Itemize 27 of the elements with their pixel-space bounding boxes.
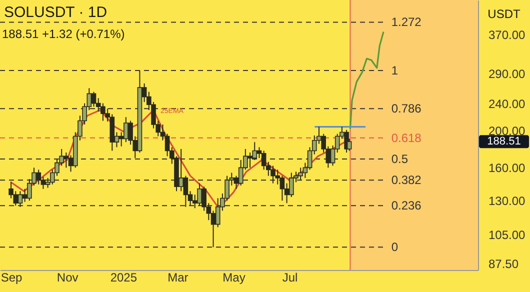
annotation: 1 xyxy=(391,64,398,78)
x-tick-label: 2025 xyxy=(110,270,138,284)
annotation: 1.272 xyxy=(391,15,422,30)
y-tick-label: 240.00 xyxy=(488,96,526,111)
annotation: 0 xyxy=(391,240,398,254)
y-axis-title: USDT xyxy=(488,7,521,21)
x-tick-label: Jul xyxy=(282,270,298,284)
y-tick-label: 160.00 xyxy=(488,161,526,176)
x-tick-label: May xyxy=(222,270,246,284)
y-tick-label: 370.00 xyxy=(488,28,526,42)
y-tick-label: 130.00 xyxy=(488,194,526,208)
x-tick-label: Sep xyxy=(0,270,23,284)
annotation: 0.236 xyxy=(391,198,422,213)
y-tick-label: 105.00 xyxy=(488,228,526,242)
x-tick-label: Nov xyxy=(56,270,78,284)
y-tick-label: 87.50 xyxy=(488,257,519,272)
x-tick-label: Mar xyxy=(168,270,188,284)
annotation: 0.5 xyxy=(391,152,408,166)
text: 188.51 +1.32 (+0.71%) xyxy=(2,27,125,41)
annotation: 0.382 xyxy=(391,173,422,188)
line-series xyxy=(349,32,384,130)
text: 188.51 xyxy=(487,136,521,148)
y-tick-label: 200.00 xyxy=(488,124,526,138)
chart-title: SOLUSDT · 1D xyxy=(4,4,108,21)
y-tick-label: 290.00 xyxy=(488,66,526,81)
annotation: 0.618 xyxy=(391,130,422,145)
annotation: 0.786 xyxy=(391,102,422,116)
